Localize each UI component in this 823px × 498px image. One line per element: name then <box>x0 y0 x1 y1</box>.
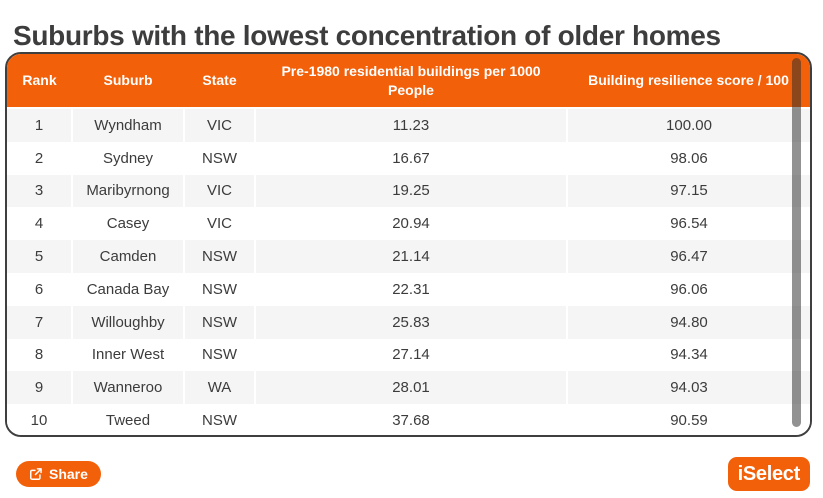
table-cell: Sydney <box>71 141 184 175</box>
data-table: Rank Suburb State Pre-1980 residential buil… <box>7 54 810 435</box>
table-cell: 8 <box>7 338 72 372</box>
column-header: Rank <box>7 54 72 108</box>
table-cell: 2 <box>7 141 72 175</box>
table-cell: 94.80 <box>566 305 810 339</box>
table-row: 4 Casey VIC 20.94 96.54 <box>7 207 810 241</box>
table-cell: NSW <box>183 141 255 175</box>
table-cell: Maribyrnong <box>71 174 184 208</box>
table-cell: Willoughby <box>71 305 184 339</box>
table-cell: Tweed <box>71 404 184 435</box>
table-cell: 94.34 <box>566 338 810 372</box>
table-cell: 4 <box>7 207 72 241</box>
table-cell: VIC <box>183 107 255 142</box>
table-cell: Wyndham <box>71 107 184 142</box>
table-cell: 9 <box>7 371 72 405</box>
table-cell: 96.06 <box>566 272 810 306</box>
table-cell: 16.67 <box>254 141 567 175</box>
table-cell: Inner West <box>71 338 184 372</box>
table-cell: VIC <box>183 207 255 241</box>
page-title: Suburbs with the lowest concentration of… <box>13 19 721 51</box>
iselect-logo-text: iSelect <box>737 462 801 485</box>
table-cell: Casey <box>71 207 184 241</box>
table-cell: 1 <box>7 107 72 142</box>
table-cell: NSW <box>183 404 255 435</box>
table-cell: 3 <box>7 174 72 208</box>
table-cell: 96.54 <box>566 207 810 241</box>
iselect-logo[interactable]: iSelect <box>727 457 810 491</box>
table-cell: 100.00 <box>566 107 810 142</box>
table-cell: NSW <box>183 338 255 372</box>
share-button[interactable]: Share <box>16 461 101 487</box>
column-header: Suburb <box>72 54 184 108</box>
table-cell: 7 <box>7 305 72 339</box>
column-header: Building resilience score / 100 <box>567 54 810 108</box>
table-cell: 10 <box>7 404 72 435</box>
share-button-label: Share <box>49 466 88 482</box>
table-row: 10 Tweed NSW 37.68 90.59 <box>7 404 810 435</box>
table-cell: NSW <box>183 305 255 339</box>
table-card: Rank Suburb State Pre-1980 residential buil… <box>5 52 812 437</box>
table-header-row: Rank Suburb State Pre-1980 residential buil… <box>7 54 810 108</box>
table-row: 3 Maribyrnong VIC 19.25 97.15 <box>7 174 810 208</box>
table-cell: 20.94 <box>254 207 567 241</box>
table-cell: Canada Bay <box>71 272 184 306</box>
share-export-icon <box>29 467 43 481</box>
table-row: 9 Wanneroo WA 28.01 94.03 <box>7 371 810 405</box>
column-header: State <box>184 54 255 108</box>
table-cell: 19.25 <box>254 174 567 208</box>
table-cell: 25.83 <box>254 305 567 339</box>
table-cell: WA <box>183 371 255 405</box>
table-cell: 6 <box>7 272 72 306</box>
table-row: 2 Sydney NSW 16.67 98.06 <box>7 141 810 175</box>
table-cell: 21.14 <box>254 240 567 273</box>
table-cell: 98.06 <box>566 141 810 175</box>
table-cell: 94.03 <box>566 371 810 405</box>
table-cell: 96.47 <box>566 240 810 273</box>
table-cell: Camden <box>71 240 184 273</box>
table-cell: VIC <box>183 174 255 208</box>
table-cell: Wanneroo <box>71 371 184 405</box>
table-cell: 22.31 <box>254 272 567 306</box>
table-body: 1 Wyndham VIC 11.23 100.00 2 Sydney NSW 16.67 98.… <box>7 107 810 435</box>
table-cell: 5 <box>7 240 72 273</box>
table-row: 5 Camden NSW 21.14 96.47 <box>7 240 810 273</box>
table-cell: 37.68 <box>254 404 567 435</box>
vertical-scrollbar[interactable] <box>792 58 801 427</box>
table-row: 1 Wyndham VIC 11.23 100.00 <box>7 107 810 142</box>
table-row: 7 Willoughby NSW 25.83 94.80 <box>7 305 810 339</box>
table-cell: 97.15 <box>566 174 810 208</box>
table-cell: 11.23 <box>254 107 567 142</box>
table-row: 6 Canada Bay NSW 22.31 96.06 <box>7 272 810 306</box>
table-cell: 28.01 <box>254 371 567 405</box>
table-row: 8 Inner West NSW 27.14 94.34 <box>7 338 810 372</box>
table-cell: 27.14 <box>254 338 567 372</box>
table-cell: 90.59 <box>566 404 810 435</box>
table-cell: NSW <box>183 272 255 306</box>
column-header: Pre-1980 residential buildings per 1000 … <box>255 54 567 108</box>
table-cell: NSW <box>183 240 255 273</box>
